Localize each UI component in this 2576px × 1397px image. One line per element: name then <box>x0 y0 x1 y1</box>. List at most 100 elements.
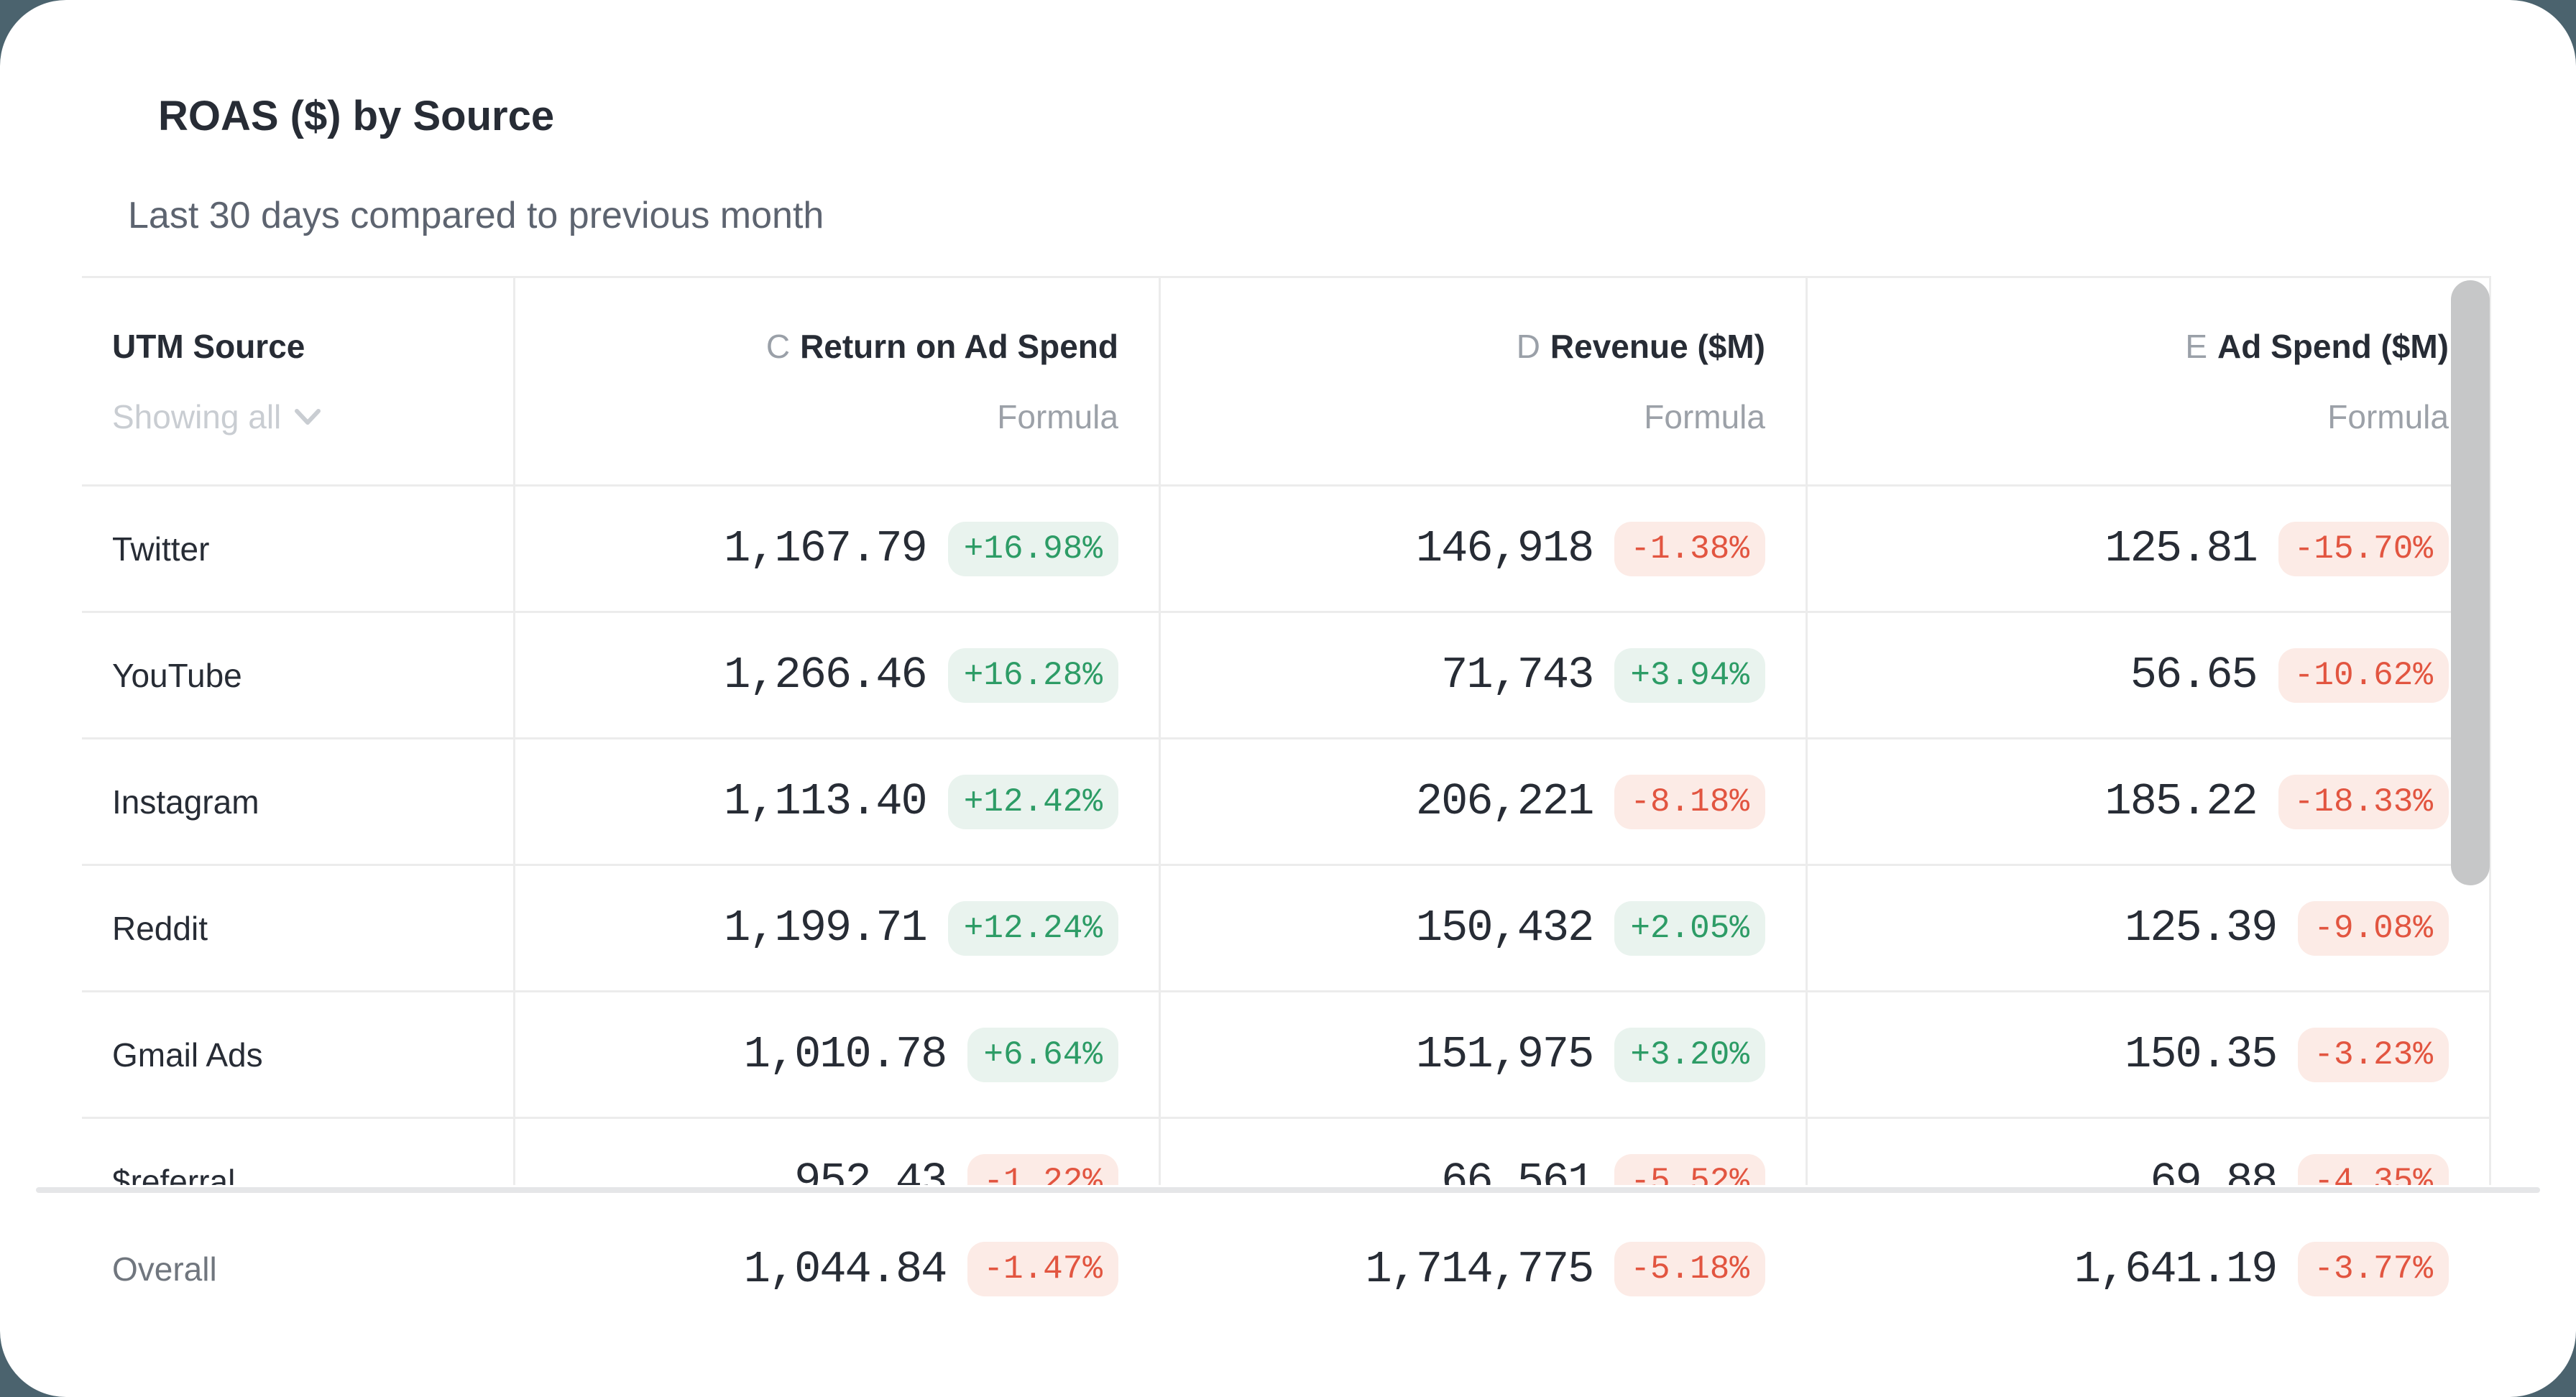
metric-value: 125.39 <box>2125 903 2278 954</box>
delta-badge: +2.05% <box>1614 900 1765 956</box>
metric-value: 952.43 <box>794 1156 947 1185</box>
col-revenue-letter: D <box>1516 327 1540 365</box>
col-adspend-letter: E <box>2185 327 2208 365</box>
source-label: $referral <box>112 1162 236 1186</box>
revenue-cell: 66,561 -5.52% <box>1159 1119 1806 1185</box>
utm-source-header-label: UTM Source <box>112 327 305 365</box>
roas-cell: 1,266.46 +16.28% <box>513 613 1159 737</box>
delta-badge: -9.08% <box>2298 900 2449 956</box>
table-row-twitter: Twitter 1,167.79 +16.98% 146,918 -1.38% … <box>82 487 2489 613</box>
delta-badge: -1.22% <box>967 1153 1118 1185</box>
delta-badge: -3.77% <box>2298 1242 2449 1296</box>
chevron-down-icon <box>295 408 321 425</box>
source-filter-label: Showing all <box>112 397 282 435</box>
delta-badge: -18.33% <box>2278 774 2449 829</box>
delta-badge: -1.38% <box>1614 521 1765 576</box>
col-revenue-formula-label: Formula <box>1644 397 1765 435</box>
roas-cell: 1,113.40 +12.42% <box>513 739 1159 864</box>
overall-roas-cell: 1,044.84 -1.47% <box>513 1193 1159 1345</box>
header-col-revenue[interactable]: D Revenue ($M) Formula <box>1159 278 1806 484</box>
adspend-cell: 125.81 -15.70% <box>1806 487 2489 611</box>
delta-badge: -1.47% <box>967 1242 1118 1296</box>
footer-divider <box>36 1187 2540 1193</box>
revenue-cell: 206,221 -8.18% <box>1159 739 1806 864</box>
metric-value: 56.65 <box>2130 650 2258 701</box>
col-roas-formula-label: Formula <box>997 397 1118 435</box>
col-adspend-formula-label: Formula <box>2327 397 2449 435</box>
table-row-instagram: Instagram 1,113.40 +12.42% 206,221 -8.18… <box>82 739 2489 866</box>
source-label: Gmail Ads <box>112 1036 263 1074</box>
delta-badge: +16.28% <box>947 647 1118 703</box>
table-row-reddit: Reddit 1,199.71 +12.24% 150,432 +2.05% 1… <box>82 866 2489 992</box>
metric-value: 1,641.19 <box>2074 1243 2278 1295</box>
table-footer-row: Overall 1,044.84 -1.47% 1,714,775 -5.18%… <box>82 1193 2491 1345</box>
revenue-cell: 151,975 +3.20% <box>1159 992 1806 1117</box>
metric-value: 206,221 <box>1415 776 1594 827</box>
roas-cell: 1,199.71 +12.24% <box>513 866 1159 990</box>
metric-value: 71,743 <box>1441 650 1594 701</box>
col-adspend-title: E Ad Spend ($M) <box>2185 327 2449 366</box>
source-label: Instagram <box>112 783 259 821</box>
source-label: Reddit <box>112 909 208 947</box>
delta-badge: -10.62% <box>2278 647 2449 703</box>
col-revenue-title: D Revenue ($M) <box>1517 327 1765 366</box>
revenue-cell: 71,743 +3.94% <box>1159 613 1806 737</box>
header-utm-source: UTM Source Showing all <box>82 278 513 484</box>
header-col-adspend[interactable]: E Ad Spend ($M) Formula <box>1806 278 2489 484</box>
metric-value: 1,113.40 <box>724 776 928 827</box>
table-body[interactable]: Twitter 1,167.79 +16.98% 146,918 -1.38% … <box>82 487 2489 1185</box>
adspend-cell: 56.65 -10.62% <box>1806 613 2489 737</box>
delta-badge: -5.52% <box>1614 1153 1765 1185</box>
source-label: YouTube <box>112 656 242 694</box>
metric-value: 69.88 <box>2150 1156 2278 1185</box>
metric-value: 1,010.78 <box>743 1029 948 1080</box>
delta-badge: +3.94% <box>1614 647 1765 703</box>
delta-badge: -5.18% <box>1614 1242 1765 1296</box>
overall-revenue-cell: 1,714,775 -5.18% <box>1159 1193 1806 1345</box>
metric-value: 1,266.46 <box>724 650 928 701</box>
metric-value: 1,167.79 <box>724 523 928 574</box>
metric-value: 66,561 <box>1441 1156 1594 1185</box>
table-row-referral: $referral 952.43 -1.22% 66,561 -5.52% 69… <box>82 1119 2489 1185</box>
table-row-youtube: YouTube 1,266.46 +16.28% 71,743 +3.94% 5… <box>82 613 2489 739</box>
roas-table: UTM Source Showing all C Return on Ad Spe… <box>82 276 2491 1185</box>
metric-value: 185.22 <box>2104 776 2258 827</box>
adspend-cell: 125.39 -9.08% <box>1806 866 2489 990</box>
metric-value: 1,199.71 <box>724 903 928 954</box>
metric-value: 151,975 <box>1415 1029 1594 1080</box>
table-header-row: UTM Source Showing all C Return on Ad Spe… <box>82 278 2489 487</box>
source-label: Twitter <box>112 530 210 568</box>
overall-label: Overall <box>112 1250 217 1288</box>
metric-value: 125.81 <box>2104 523 2258 574</box>
metric-value: 150,432 <box>1415 903 1594 954</box>
vertical-scrollbar-thumb[interactable] <box>2451 280 2490 885</box>
col-adspend-title-text: Ad Spend ($M) <box>2217 327 2449 365</box>
delta-badge: -4.35% <box>2298 1153 2449 1185</box>
metric-value: 146,918 <box>1415 523 1594 574</box>
delta-badge: +3.20% <box>1614 1027 1765 1082</box>
adspend-cell: 185.22 -18.33% <box>1806 739 2489 864</box>
metric-value: 1,714,775 <box>1365 1243 1595 1295</box>
col-roas-title-text: Return on Ad Spend <box>800 327 1118 365</box>
roas-cell: 1,167.79 +16.98% <box>513 487 1159 611</box>
adspend-cell: 150.35 -3.23% <box>1806 992 2489 1117</box>
col-roas-letter: C <box>765 327 791 365</box>
roas-cell: 1,010.78 +6.64% <box>513 992 1159 1117</box>
header-col-roas[interactable]: C Return on Ad Spend Formula <box>513 278 1159 484</box>
delta-badge: +6.64% <box>967 1027 1118 1082</box>
table-row-gmail-ads: Gmail Ads 1,010.78 +6.64% 151,975 +3.20%… <box>82 992 2489 1119</box>
delta-badge: -15.70% <box>2278 521 2449 576</box>
revenue-cell: 146,918 -1.38% <box>1159 487 1806 611</box>
page-title: ROAS ($) by Source <box>158 93 555 139</box>
metric-value: 1,044.84 <box>743 1243 948 1295</box>
roas-cell: 952.43 -1.22% <box>513 1119 1159 1185</box>
adspend-cell: 69.88 -4.35% <box>1806 1119 2489 1185</box>
overall-adspend-cell: 1,641.19 -3.77% <box>1806 1193 2489 1345</box>
col-revenue-title-text: Revenue ($M) <box>1550 327 1765 365</box>
metric-value: 150.35 <box>2125 1029 2278 1080</box>
page-subtitle: Last 30 days compared to previous month <box>128 195 824 236</box>
revenue-cell: 150,432 +2.05% <box>1159 866 1806 990</box>
source-filter-dropdown[interactable]: Showing all <box>112 397 321 436</box>
